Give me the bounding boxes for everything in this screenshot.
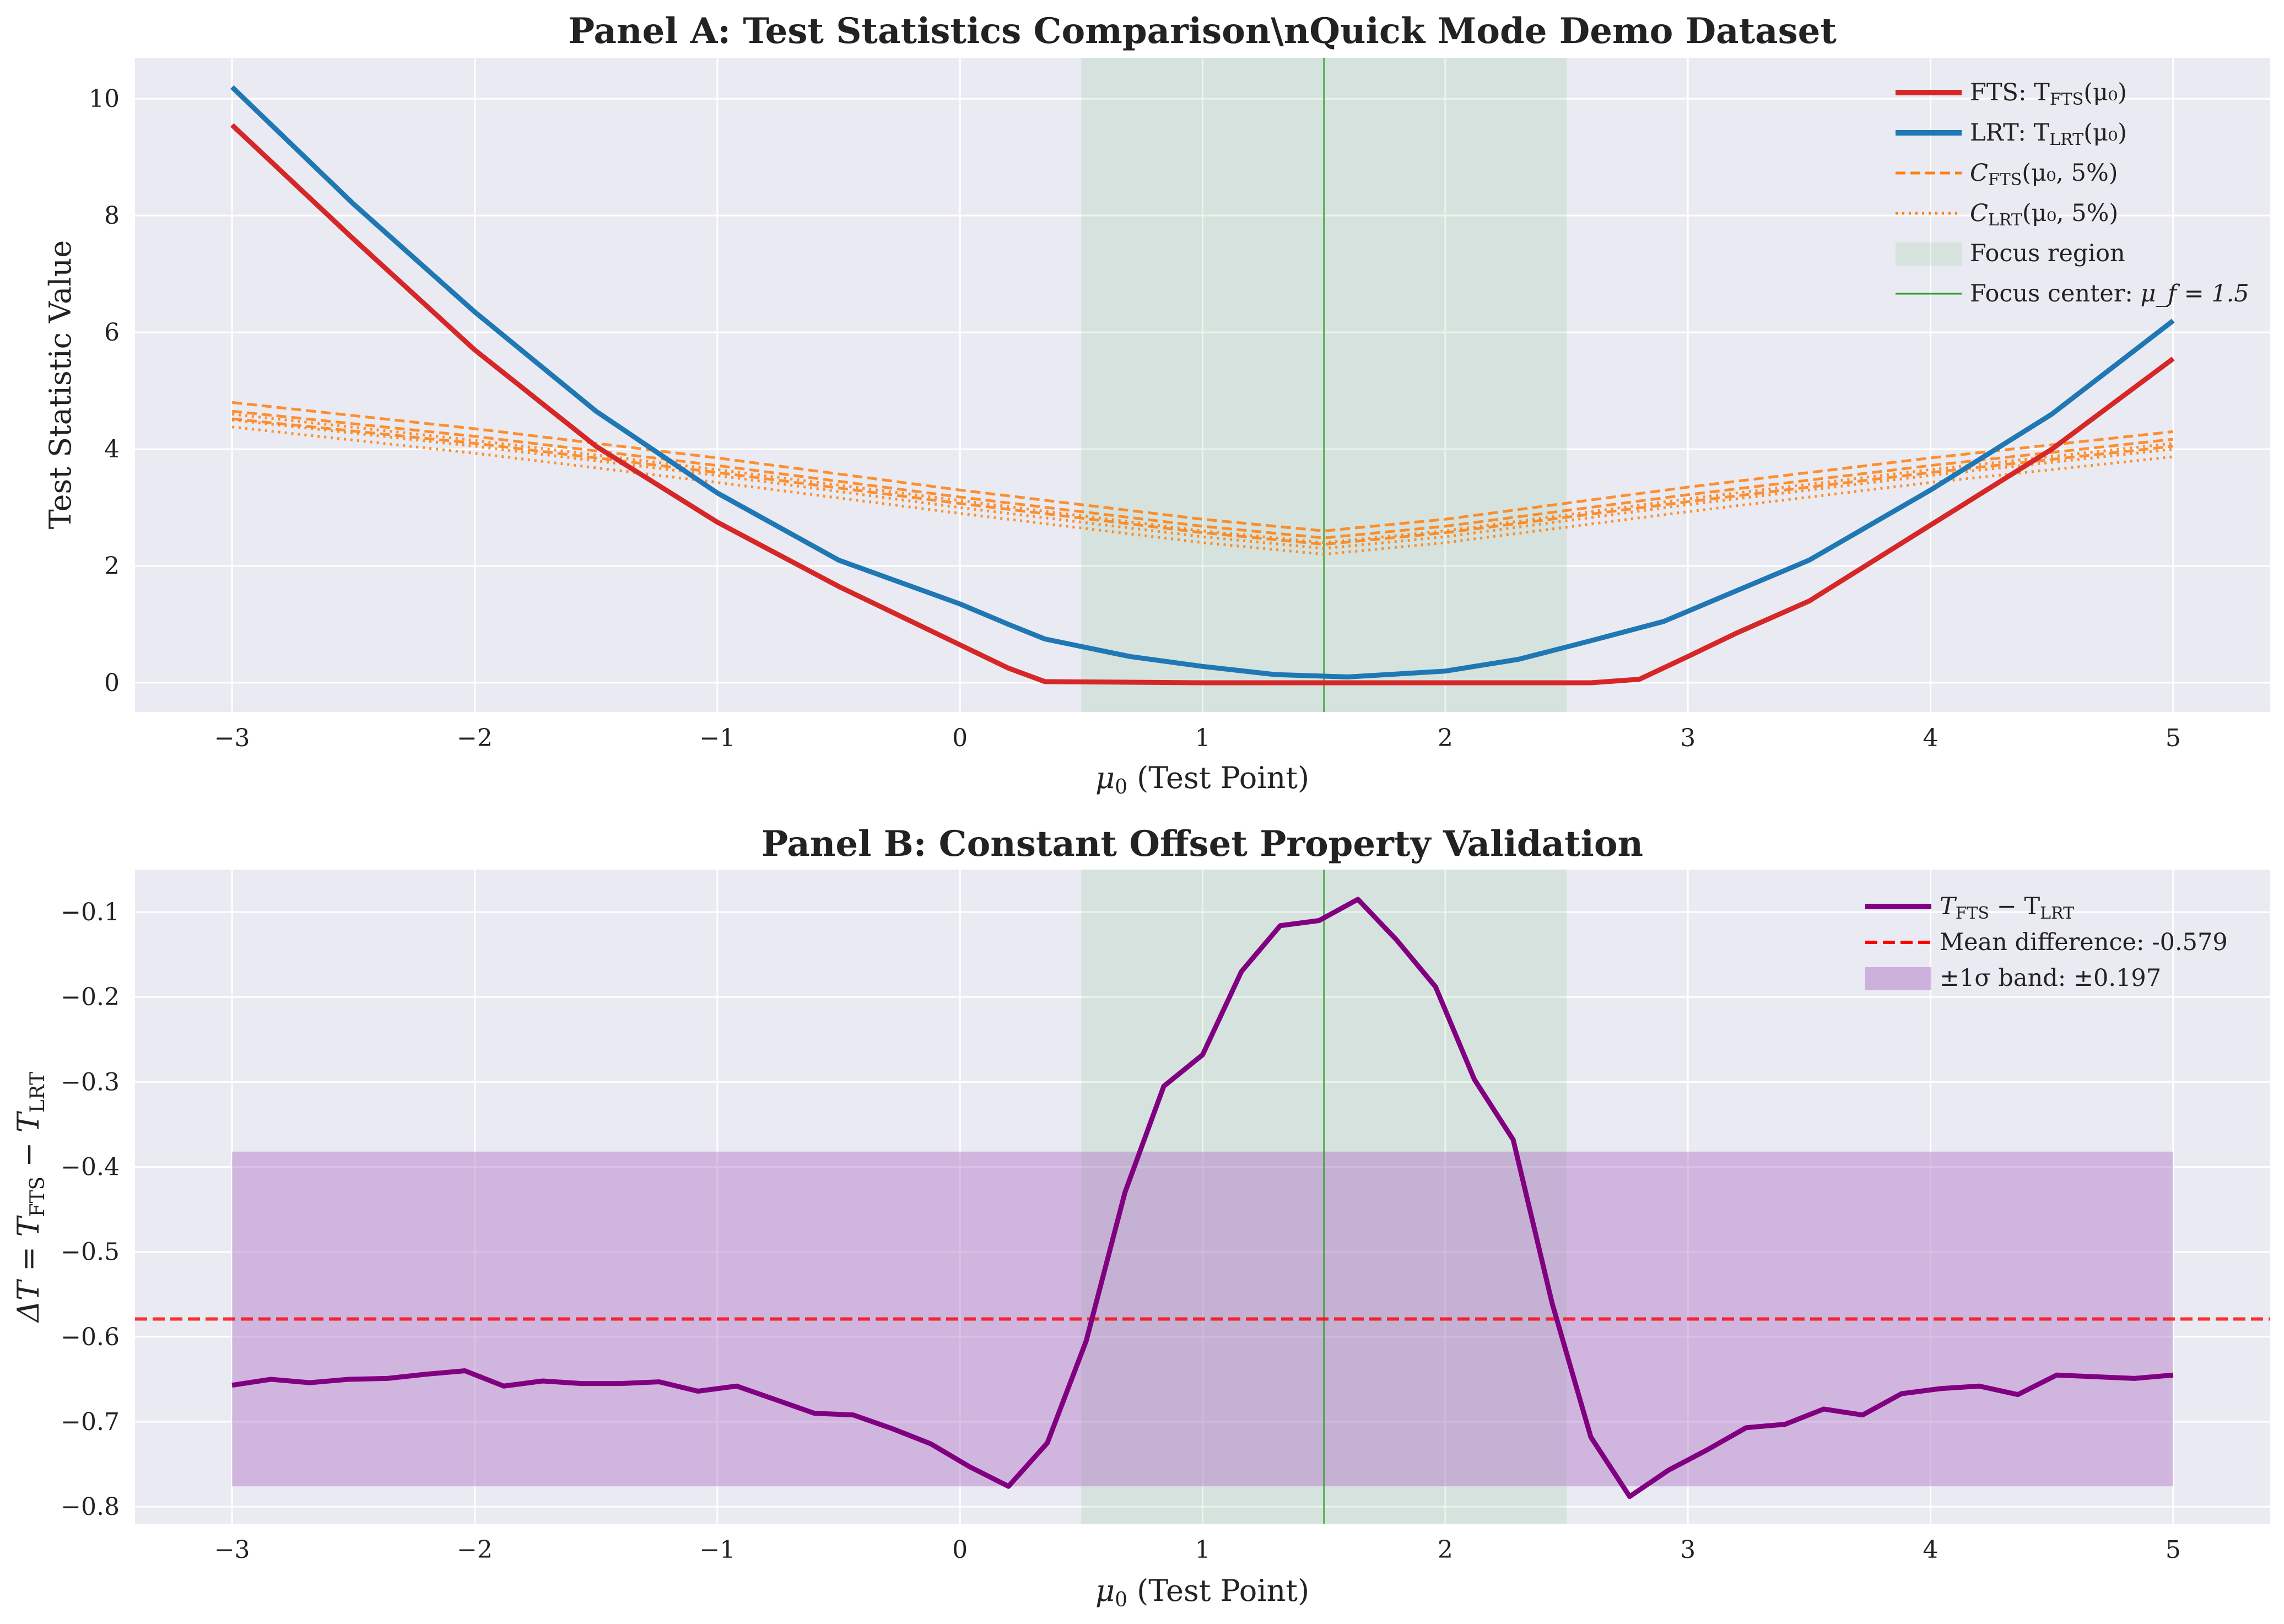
panel-a-title: Panel A: Test Statistics Comparison\nQui… (568, 10, 1837, 52)
legend-label-mean-difference: Mean difference: -0.579 (1940, 929, 2228, 956)
panel-a-x-ticks: −3 −2 −1 0 1 2 3 4 5 (214, 724, 2181, 752)
panel-a-x-axis-label: μ0 (Test Point) (1095, 760, 1309, 798)
x-tick-label: 3 (1680, 1536, 1696, 1564)
legend-label-difference: TFTS − TLRT (1940, 893, 2074, 923)
panel-a-series (230, 85, 2175, 686)
y-tick-label: 10 (89, 85, 120, 113)
y-tick-label: −0.3 (61, 1068, 120, 1096)
y-tick-label: −0.7 (61, 1408, 120, 1436)
panel-a-y-ticks: 0 2 4 6 8 10 (89, 85, 120, 697)
x-tick-label: −1 (699, 1536, 735, 1564)
y-tick-label: −0.1 (61, 898, 120, 926)
x-tick-label: 3 (1680, 724, 1696, 752)
y-tick-label: 2 (104, 552, 120, 580)
x-tick-label: 5 (2166, 1536, 2181, 1564)
y-tick-label: −0.6 (61, 1323, 120, 1351)
x-tick-label: −2 (457, 724, 493, 752)
y-tick-label: 8 (104, 202, 120, 230)
x-tick-label: −3 (214, 1536, 250, 1564)
x-tick-label: −3 (214, 724, 250, 752)
panel-b-x-ticks: −3 −2 −1 0 1 2 3 4 5 (214, 1536, 2181, 1564)
legend-label-lrt: LRT: TLRT(μ₀) (1970, 119, 2127, 149)
series-c-lrt-line (231, 413, 2174, 544)
x-tick-label: −1 (699, 724, 735, 752)
panel-b-y-axis-label: ΔT = TFTS − TLRT (11, 1072, 49, 1323)
panel-b-series (231, 897, 2174, 1499)
y-tick-label: 4 (104, 435, 120, 463)
panel-a: −3 −2 −1 0 1 2 3 4 5 0 2 4 6 8 10 Panel A: Test Stati… (43, 10, 2270, 798)
series-c-lrt-line (231, 418, 2174, 550)
panel-b-grid (135, 870, 2270, 1524)
x-tick-label: 1 (1195, 724, 1211, 752)
legend-swatch-focus-region (1896, 242, 1962, 266)
legend-label-c-lrt: CLRT(μ₀, 5%) (1970, 199, 2118, 230)
panel-b: −3 −2 −1 0 1 2 3 4 5 −0.8−0.7−0.6−0.5−0.4−0.3−0.… (11, 823, 2270, 1611)
series-c-lrt-line (231, 425, 2174, 556)
y-tick-label: 6 (104, 319, 120, 347)
y-tick-label: −0.2 (61, 983, 120, 1011)
legend-swatch-sigma-band (1865, 967, 1931, 990)
legend-label-focus-center: Focus center: μ_f = 1.5 (1970, 280, 2249, 307)
series-c-fts-line (231, 409, 2174, 539)
x-tick-label: 4 (1923, 724, 1939, 752)
series-fts-line (230, 123, 2175, 686)
x-tick-label: 4 (1923, 1536, 1939, 1564)
x-tick-label: −2 (457, 1536, 493, 1564)
x-tick-label: 2 (1438, 1536, 1453, 1564)
legend-label-sigma-band: ±1σ band: ±0.197 (1940, 964, 2161, 992)
y-tick-label: −0.5 (61, 1238, 120, 1266)
x-tick-label: 5 (2166, 724, 2181, 752)
panel-a-y-axis-label: Test Statistic Value (43, 240, 78, 530)
panel-a-legend: FTS: TFTS(μ₀) LRT: TLRT(μ₀) CFTS(μ₀, 5%)… (1896, 79, 2249, 307)
series-lrt-line (230, 85, 2175, 679)
x-tick-label: 2 (1438, 724, 1453, 752)
y-tick-label: −0.8 (61, 1493, 120, 1521)
y-tick-label: −0.4 (61, 1153, 120, 1181)
panel-b-x-axis-label: μ0 (Test Point) (1095, 1573, 1309, 1611)
panel-b-legend: TFTS − TLRT Mean difference: -0.579 ±1σ … (1865, 893, 2228, 992)
y-tick-label: 0 (104, 669, 120, 697)
legend-label-fts: FTS: TFTS(μ₀) (1970, 79, 2127, 109)
x-tick-label: 1 (1195, 1536, 1211, 1564)
panel-b-y-ticks: −0.8 −0.7 −0.6 −0.5 −0.4 −0.3 −0.2 −0.1 (61, 898, 120, 1521)
x-tick-label: 0 (952, 1536, 968, 1564)
legend-label-focus-region: Focus region (1970, 240, 2125, 267)
x-tick-label: 0 (952, 724, 968, 752)
series-c-fts-line (231, 417, 2174, 546)
panel-b-title: Panel B: Constant Offset Property Valida… (762, 823, 1643, 865)
series-difference-line (231, 897, 2174, 1499)
legend-label-c-fts: CFTS(μ₀, 5%) (1970, 159, 2118, 190)
